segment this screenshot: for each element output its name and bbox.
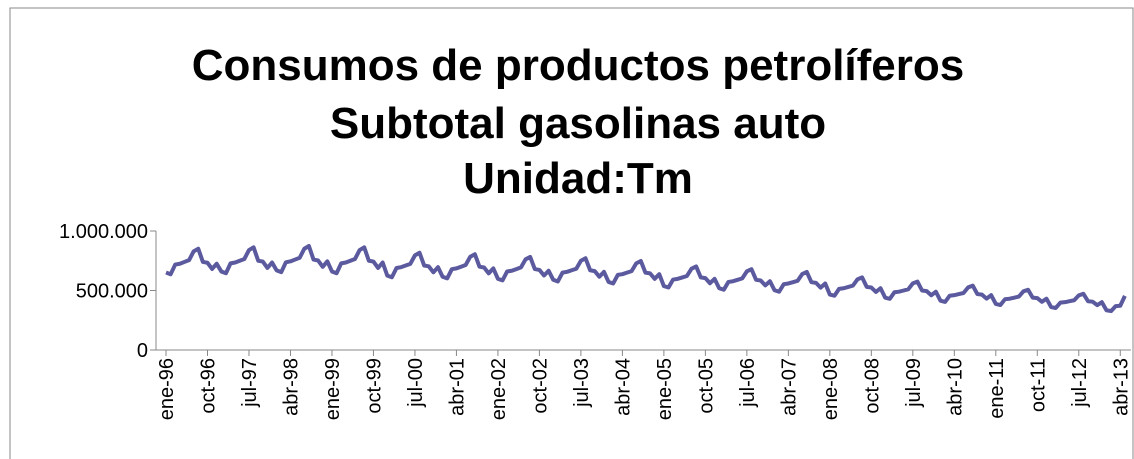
x-tick-label: ene-11 — [986, 358, 1008, 419]
x-tick-label: abr-13 — [1110, 358, 1132, 416]
x-tick-label: abr-10 — [944, 358, 966, 416]
data-line — [165, 243, 1127, 314]
chart-title: Consumos de productos petrolíferos — [192, 41, 965, 90]
x-tick-label: oct-96 — [197, 358, 219, 414]
x-tick-label: abr-01 — [446, 358, 468, 416]
x-tick-label: jul-03 — [571, 358, 593, 408]
x-tick-label: abr-07 — [778, 358, 800, 416]
chart-frame — [9, 7, 1134, 459]
x-tick-label: jul-00 — [405, 358, 427, 408]
x-tick-label: ene-05 — [654, 358, 676, 420]
x-tick-label: ene-02 — [488, 358, 510, 420]
x-tick-label: ene-96 — [156, 358, 178, 420]
x-tick-label: abr-04 — [612, 358, 634, 416]
x-tick-label: oct-02 — [529, 358, 551, 414]
x-tick-label: ene-99 — [322, 358, 344, 420]
x-tick-label: oct-99 — [363, 358, 385, 414]
x-tick-label: abr-98 — [280, 358, 302, 416]
y-tick-label: 500.000 — [76, 281, 148, 303]
x-tick-label: jul-97 — [239, 358, 261, 408]
x-tick-label: oct-08 — [861, 358, 883, 414]
chart-title: Subtotal gasolinas auto — [330, 99, 826, 148]
y-tick-label: 0 — [137, 340, 148, 362]
y-tick-label: 1.000.000 — [59, 221, 148, 243]
x-tick-label: jul-12 — [1069, 358, 1091, 408]
chart-title: Unidad:Tm — [463, 154, 693, 203]
x-tick-label: jul-06 — [737, 358, 759, 408]
x-tick-label: jul-09 — [903, 358, 925, 408]
x-tick-label: oct-05 — [695, 358, 717, 414]
x-tick-label: oct-11 — [1027, 358, 1049, 412]
x-tick-label: ene-08 — [820, 358, 842, 420]
